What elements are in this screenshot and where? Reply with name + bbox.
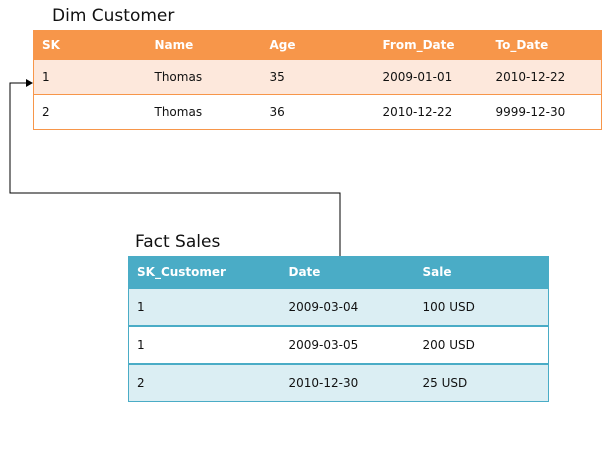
column-header-sk-customer: SK_Customer [128, 256, 281, 288]
table-row: 1 2009-03-04 100 USD [128, 287, 549, 326]
cell-to-date: 2010-12-22 [487, 59, 602, 95]
column-header-name: Name [146, 30, 262, 60]
fact-sales-table: SK_Customer Date Sale 1 2009-03-04 100 U… [128, 256, 549, 402]
arrowhead-icon [26, 79, 33, 87]
column-header-date: Date [280, 256, 415, 288]
cell-from-date: 2009-01-01 [374, 59, 488, 95]
table-row: 1 2009-03-05 200 USD [128, 325, 549, 364]
column-header-from-date: From_Date [374, 30, 488, 60]
cell-date: 2010-12-30 [280, 363, 415, 402]
cell-sale: 100 USD [414, 287, 549, 326]
cell-sk-customer: 1 [128, 287, 281, 326]
cell-age: 36 [261, 94, 375, 130]
fact-sales-header-row: SK_Customer Date Sale [128, 256, 549, 288]
cell-sk: 2 [33, 94, 147, 130]
cell-sale: 200 USD [414, 325, 549, 364]
cell-sk-customer: 2 [128, 363, 281, 402]
column-header-sale: Sale [414, 256, 549, 288]
table-row: 2 Thomas 36 2010-12-22 9999-12-30 [33, 94, 602, 130]
column-header-to-date: To_Date [487, 30, 602, 60]
dim-customer-header-row: SK Name Age From_Date To_Date [33, 30, 602, 60]
cell-sk: 1 [33, 59, 147, 95]
cell-from-date: 2010-12-22 [374, 94, 488, 130]
dim-customer-table: SK Name Age From_Date To_Date 1 Thomas 3… [33, 30, 602, 130]
column-header-age: Age [261, 30, 375, 60]
fact-sales-title: Fact Sales [135, 232, 221, 252]
cell-sale: 25 USD [414, 363, 549, 402]
cell-age: 35 [261, 59, 375, 95]
cell-date: 2009-03-05 [280, 325, 415, 364]
table-row: 2 2010-12-30 25 USD [128, 363, 549, 402]
dim-customer-title: Dim Customer [52, 6, 175, 26]
cell-sk-customer: 1 [128, 325, 281, 364]
column-header-sk: SK [33, 30, 147, 60]
table-row: 1 Thomas 35 2009-01-01 2010-12-22 [33, 59, 602, 95]
cell-to-date: 9999-12-30 [487, 94, 602, 130]
cell-name: Thomas [146, 94, 262, 130]
cell-name: Thomas [146, 59, 262, 95]
cell-date: 2009-03-04 [280, 287, 415, 326]
